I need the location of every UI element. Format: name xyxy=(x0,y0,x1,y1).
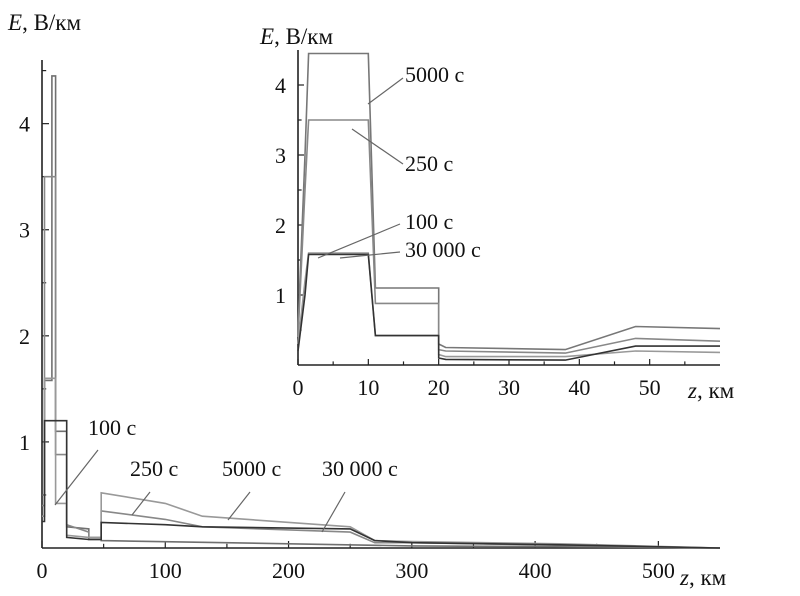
main-y-tick-label: 3 xyxy=(19,218,30,243)
inset-x-tick-label: 0 xyxy=(293,375,304,400)
inset-annotation-label-1: 250 с xyxy=(405,151,454,176)
inset-chart: 0 10 20 30 40 50 1 2 3 4 z, км E, В/км 5000 с 250 с 10… xyxy=(250,18,770,410)
main-x-axis-title: z, км xyxy=(679,565,727,590)
inset-y-axis-title: E, В/км xyxy=(259,24,333,49)
inset-annotation-leader-0 xyxy=(367,77,404,105)
inset-annotation-leader-3 xyxy=(339,251,401,259)
main-series-line-3 xyxy=(42,419,721,549)
main-annotation-label-1: 250 с xyxy=(130,456,179,481)
inset-annotation-label-2: 100 с xyxy=(405,209,454,234)
inset-annotation-label-0: 5000 с xyxy=(405,62,465,87)
main-x-tick-label: 300 xyxy=(395,558,428,583)
inset-x-tick-label: 50 xyxy=(639,375,661,400)
inset-annotation-label-3: 30 000 с xyxy=(405,237,481,262)
main-annotation-leader-3 xyxy=(321,491,346,533)
main-x-tick-label: 100 xyxy=(149,558,182,583)
main-x-tick-label: 500 xyxy=(642,558,675,583)
inset-series-line-3 xyxy=(297,253,720,361)
main-x-tick-label: 0 xyxy=(37,558,48,583)
main-annotation-label-0: 100 с xyxy=(88,415,137,440)
main-x-tick-label: 200 xyxy=(272,558,305,583)
main-y-axis-title: E, В/км xyxy=(7,10,81,35)
inset-y-tick-label: 2 xyxy=(275,213,286,238)
main-annotation-leader-1 xyxy=(131,491,151,516)
main-annotation-label-3: 30 000 с xyxy=(322,456,398,481)
main-annotation-label-2: 5000 с xyxy=(222,456,282,481)
inset-y-tick-label: 1 xyxy=(275,283,286,308)
main-x-tick-label: 400 xyxy=(519,558,552,583)
inset-series-line-1 xyxy=(297,119,721,354)
inset-y-tick-label: 4 xyxy=(275,73,286,98)
inset-x-tick-label: 10 xyxy=(357,375,379,400)
inset-background xyxy=(250,18,770,410)
inset-series-line-0 xyxy=(297,52,721,351)
inset-x-tick-label: 40 xyxy=(568,375,590,400)
inset-y-tick-label: 3 xyxy=(275,143,286,168)
main-y-tick-label: 4 xyxy=(19,112,30,137)
inset-x-tick-label: 20 xyxy=(428,375,450,400)
inset-x-axis-title: z, км xyxy=(687,378,735,403)
inset-annotation-leader-2 xyxy=(317,223,401,259)
main-y-tick-label: 2 xyxy=(19,324,30,349)
main-annotation-leader-0 xyxy=(54,449,99,506)
main-annotation-leader-2 xyxy=(227,491,251,521)
inset-annotation-leader-1 xyxy=(351,128,404,165)
main-y-tick-label: 1 xyxy=(19,430,30,455)
inset-x-tick-label: 30 xyxy=(498,375,520,400)
